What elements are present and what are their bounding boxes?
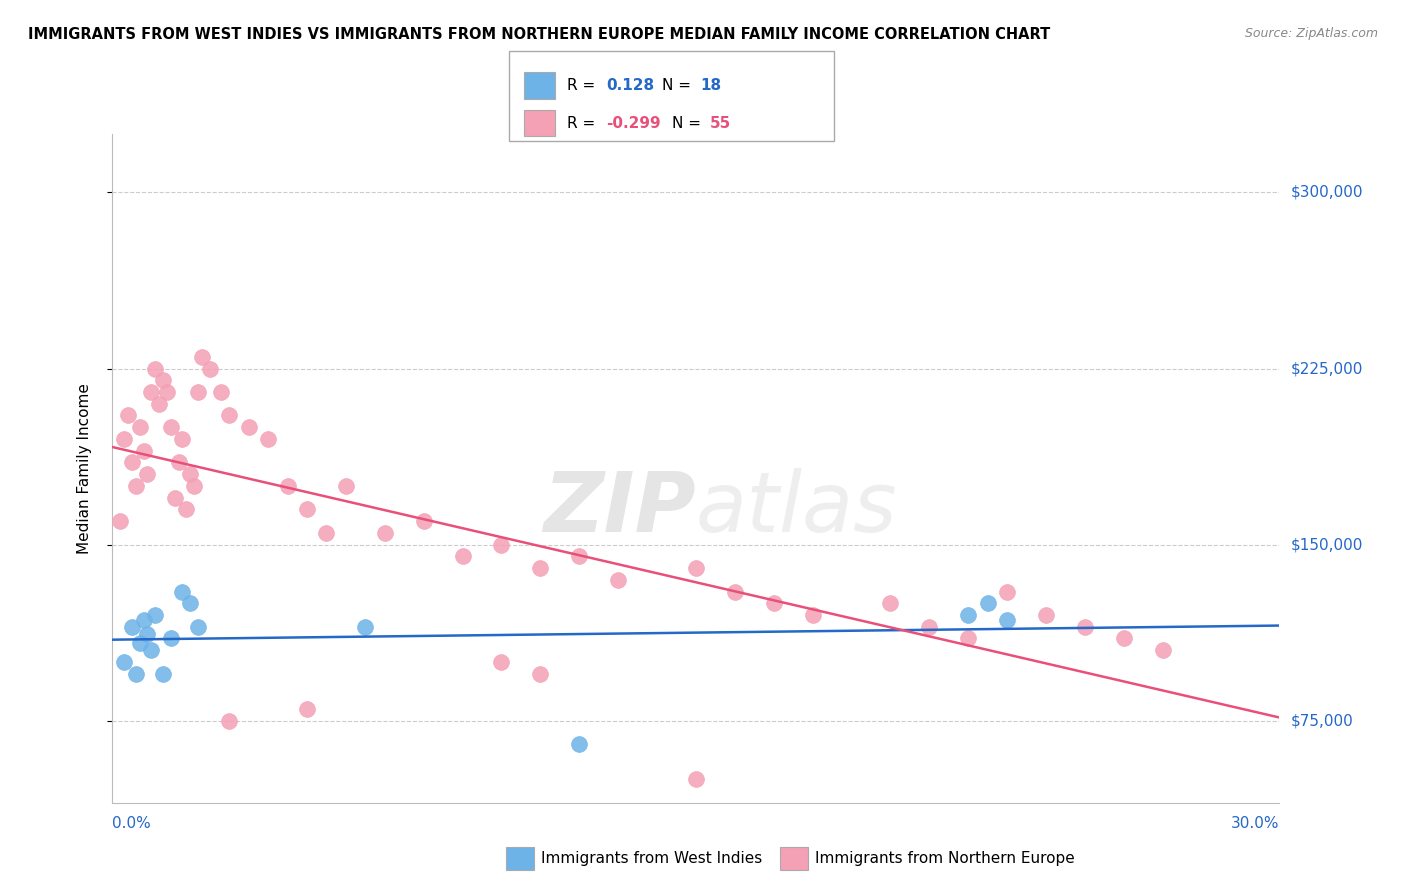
Point: [1035, 607, 1057, 622]
Point: [218, 714, 240, 728]
Point: [295, 702, 318, 716]
Point: [110, 514, 132, 528]
Point: [167, 455, 190, 469]
Point: [491, 538, 513, 552]
Point: [198, 361, 221, 376]
Text: R =: R =: [567, 115, 595, 130]
Y-axis label: Median Family Income: Median Family Income: [77, 383, 91, 554]
Point: [1074, 620, 1097, 634]
Point: [1152, 643, 1174, 657]
Point: [163, 491, 186, 505]
Point: [141, 643, 163, 657]
Point: [801, 607, 824, 622]
Point: [132, 613, 155, 627]
Point: [143, 361, 166, 376]
Point: [276, 479, 298, 493]
Text: 30.0%: 30.0%: [1232, 816, 1279, 831]
Point: [724, 584, 747, 599]
Point: [125, 479, 148, 493]
Point: [257, 432, 280, 446]
Point: [354, 620, 377, 634]
Point: [529, 561, 551, 575]
Point: [412, 514, 434, 528]
Text: atlas: atlas: [696, 468, 897, 549]
Point: [491, 655, 513, 669]
Point: [976, 596, 998, 610]
Point: [451, 549, 474, 564]
Point: [143, 607, 166, 622]
Text: 18: 18: [700, 78, 721, 94]
Text: $300,000: $300,000: [1291, 185, 1362, 200]
Point: [209, 384, 232, 399]
Text: -0.299: -0.299: [606, 115, 661, 130]
Point: [374, 525, 396, 540]
Point: [112, 432, 135, 446]
Point: [179, 467, 201, 482]
Point: [117, 409, 139, 423]
Point: [238, 420, 260, 434]
Text: R =: R =: [567, 78, 595, 94]
Point: [187, 384, 209, 399]
Text: 0.128: 0.128: [606, 78, 654, 94]
Point: [218, 409, 240, 423]
Text: $225,000: $225,000: [1291, 361, 1362, 376]
Point: [141, 384, 163, 399]
Point: [685, 772, 707, 787]
Point: [607, 573, 630, 587]
Point: [295, 502, 318, 516]
Text: $75,000: $75,000: [1291, 713, 1354, 728]
Point: [172, 584, 194, 599]
Text: Immigrants from West Indies: Immigrants from West Indies: [541, 851, 762, 865]
Point: [568, 737, 591, 751]
Point: [136, 467, 159, 482]
Point: [125, 666, 148, 681]
Text: Immigrants from Northern Europe: Immigrants from Northern Europe: [815, 851, 1076, 865]
Point: [156, 384, 179, 399]
Point: [335, 479, 357, 493]
Point: [128, 420, 150, 434]
Point: [879, 596, 901, 610]
Point: [995, 584, 1018, 599]
Point: [152, 666, 174, 681]
Point: [179, 596, 201, 610]
Point: [121, 455, 143, 469]
Point: [183, 479, 205, 493]
Text: IMMIGRANTS FROM WEST INDIES VS IMMIGRANTS FROM NORTHERN EUROPE MEDIAN FAMILY INC: IMMIGRANTS FROM WEST INDIES VS IMMIGRANT…: [28, 27, 1050, 42]
Text: 0.0%: 0.0%: [112, 816, 152, 831]
Point: [957, 632, 980, 646]
Point: [995, 613, 1018, 627]
Text: ZIP: ZIP: [543, 468, 696, 549]
Text: 55: 55: [710, 115, 731, 130]
Point: [957, 607, 980, 622]
Point: [152, 373, 174, 387]
Point: [187, 620, 209, 634]
Point: [148, 397, 170, 411]
Point: [762, 596, 785, 610]
Point: [132, 443, 155, 458]
Point: [176, 502, 198, 516]
Text: N =: N =: [672, 115, 702, 130]
Text: N =: N =: [662, 78, 692, 94]
Point: [1112, 632, 1135, 646]
Point: [112, 655, 135, 669]
Point: [315, 525, 337, 540]
Point: [160, 632, 183, 646]
Point: [136, 627, 159, 641]
Point: [191, 350, 214, 364]
Point: [128, 636, 150, 650]
Point: [918, 620, 941, 634]
Point: [160, 420, 183, 434]
Text: $150,000: $150,000: [1291, 537, 1362, 552]
Point: [685, 561, 707, 575]
Text: Source: ZipAtlas.com: Source: ZipAtlas.com: [1244, 27, 1378, 40]
Point: [121, 620, 143, 634]
Point: [568, 549, 591, 564]
Point: [172, 432, 194, 446]
Point: [529, 666, 551, 681]
